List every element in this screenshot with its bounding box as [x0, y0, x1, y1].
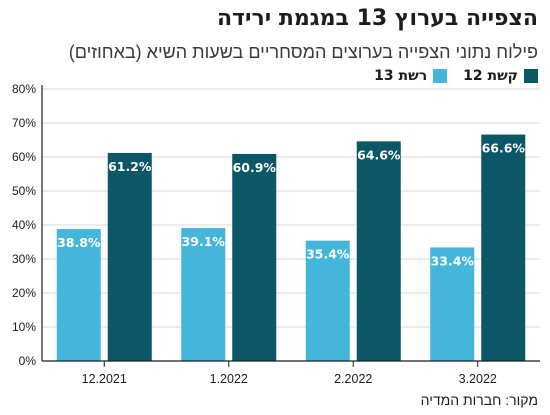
y-tick-label: 40%	[12, 218, 36, 232]
x-tick-label: 12.2021	[82, 372, 127, 386]
y-tick-label: 10%	[12, 320, 36, 334]
bar-series-12	[232, 153, 277, 361]
bar-value-label: 61.2%	[108, 159, 152, 174]
chart-subtitle: פילוח נתוני הצפייה בערוצים המסחריים בשעו…	[68, 42, 538, 62]
bar-series-13	[56, 229, 101, 361]
bar-series-13	[181, 228, 226, 361]
bar-value-label: 33.4%	[431, 253, 475, 268]
bar-series-13	[305, 240, 350, 361]
bar-value-label: 35.4%	[306, 247, 350, 262]
legend-item-series-13: רשת 13	[374, 68, 448, 84]
bar-value-label: 39.1%	[182, 234, 226, 249]
x-tick-label: 1.2022	[210, 372, 248, 386]
bar-series-13	[430, 247, 475, 361]
y-tick-label: 50%	[12, 184, 36, 198]
legend-label-series-13: רשת 13	[374, 68, 428, 84]
y-tick-label: 70%	[12, 116, 36, 130]
bar-value-label: 66.6%	[482, 141, 526, 156]
bar-series-12	[356, 141, 401, 361]
bar-value-label: 60.9%	[233, 160, 277, 175]
legend-item-series-12: קשת 12	[463, 68, 538, 84]
legend-label-series-12: קשת 12	[463, 68, 518, 84]
source-note: מקור: חברות המדיה	[420, 392, 538, 408]
bar-value-label: 64.6%	[357, 147, 401, 162]
legend-swatch-series-12	[524, 69, 538, 83]
y-tick-label: 0%	[19, 354, 37, 368]
bar-series-12	[481, 134, 526, 361]
y-tick-label: 30%	[12, 252, 36, 266]
bar-value-label: 38.8%	[57, 235, 101, 250]
bar-series-12	[107, 152, 152, 361]
y-tick-label: 80%	[12, 82, 36, 96]
legend-swatch-series-13	[433, 69, 448, 83]
y-tick-label: 20%	[12, 286, 36, 300]
x-tick-label: 2.2022	[334, 372, 372, 386]
legend: קשת 12 רשת 13	[374, 68, 538, 84]
y-tick-label: 60%	[12, 150, 36, 164]
x-tick-label: 3.2022	[459, 372, 497, 386]
chart-title: הצפייה בערוץ 13 במגמת ירידה	[216, 6, 538, 31]
